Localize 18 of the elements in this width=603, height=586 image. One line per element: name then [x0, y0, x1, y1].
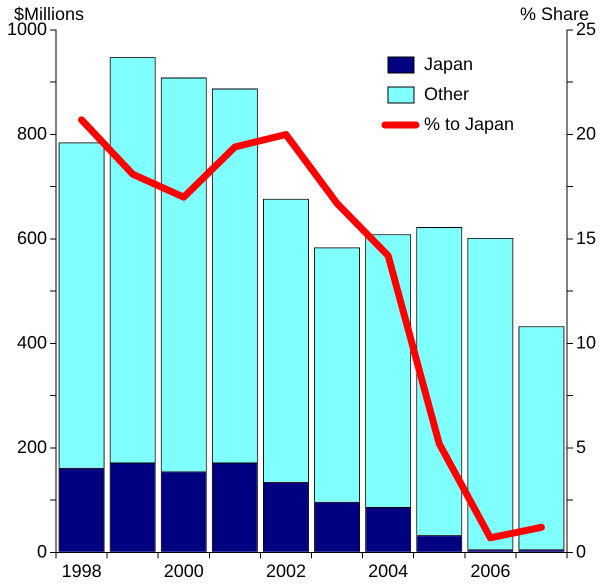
y-tick-label: 200	[16, 436, 48, 457]
legend-label: Japan	[424, 54, 474, 74]
y2-tick-label: 15	[576, 228, 596, 248]
y-tick-label: 0	[37, 541, 48, 562]
y-tick-label: 800	[16, 123, 48, 144]
x-tick-label: 1998	[62, 561, 102, 582]
y-tick-label: 600	[16, 228, 48, 248]
y2-tick-label: 20	[576, 123, 596, 144]
y-tick-label: 400	[16, 332, 48, 352]
y2-tick-label: 5	[576, 436, 586, 457]
legend-label: % to Japan	[424, 114, 514, 134]
y2-tick-label: 0	[576, 541, 586, 562]
y2-tick-label: 10	[576, 332, 596, 352]
x-tick-label: 2000	[164, 561, 204, 582]
legend-label: Other	[424, 84, 470, 104]
x-tick-label: 2004	[368, 561, 408, 582]
x-tick-label: 2006	[470, 561, 510, 582]
x-tick-label: 2002	[266, 561, 306, 582]
